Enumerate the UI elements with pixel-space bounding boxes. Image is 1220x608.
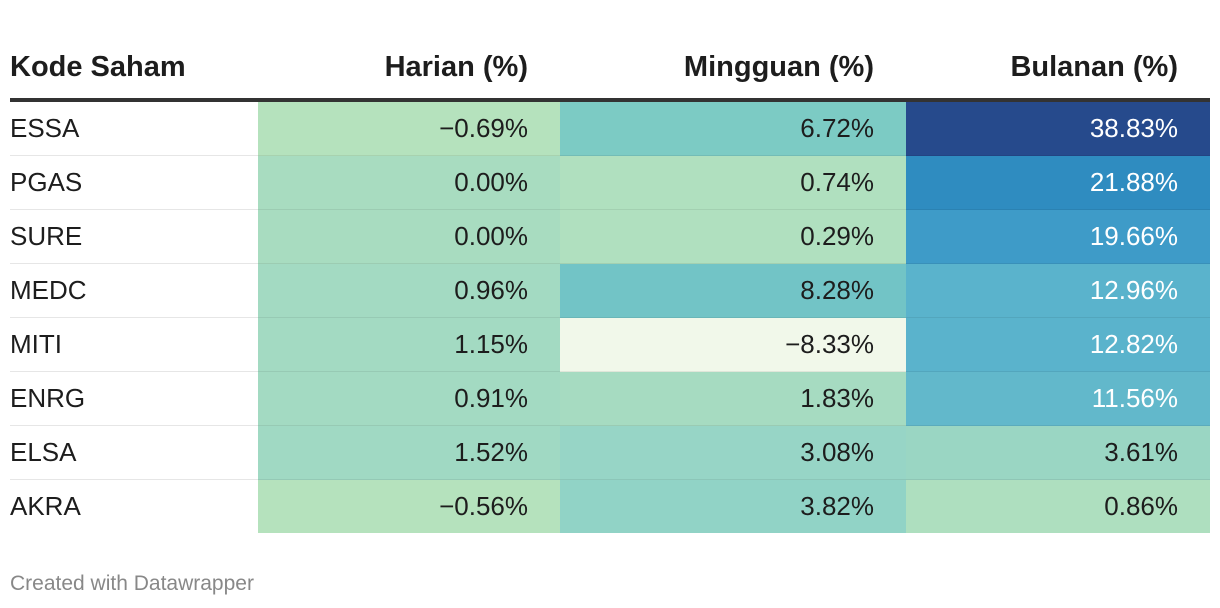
- mingguan-value-cell: 8.28%: [560, 263, 906, 318]
- table-row: PGAS 0.00% 0.74% 21.88%: [10, 155, 1210, 210]
- stock-code-cell: MEDC: [10, 263, 258, 318]
- stock-code-cell: SURE: [10, 209, 258, 264]
- mingguan-value-cell: 3.08%: [560, 425, 906, 480]
- stock-code-cell: ESSA: [10, 100, 258, 156]
- mingguan-value-cell: −8.33%: [560, 317, 906, 372]
- mingguan-value-cell: 1.83%: [560, 371, 906, 426]
- harian-value-cell: 1.15%: [258, 317, 560, 372]
- table-body: ESSA −0.69% 6.72% 38.83% PGAS 0.00% 0.74% 21.88…: [10, 100, 1210, 533]
- table-row: MITI 1.15% −8.33% 12.82%: [10, 317, 1210, 372]
- bulanan-value-cell: 11.56%: [906, 371, 1210, 426]
- mingguan-value-cell: 6.72%: [560, 100, 906, 156]
- mingguan-value-cell: 3.82%: [560, 479, 906, 533]
- table-row: SURE 0.00% 0.29% 19.66%: [10, 209, 1210, 264]
- harian-value-cell: −0.69%: [258, 100, 560, 156]
- stock-code-cell: MITI: [10, 317, 258, 372]
- harian-value-cell: 0.91%: [258, 371, 560, 426]
- datawrapper-credit: Created with Datawrapper: [10, 572, 254, 595]
- stock-code-cell: ELSA: [10, 425, 258, 480]
- bulanan-value-cell: 38.83%: [906, 100, 1210, 156]
- mingguan-value-cell: 0.29%: [560, 209, 906, 264]
- bulanan-value-cell: 3.61%: [906, 425, 1210, 480]
- harian-value-cell: 0.96%: [258, 263, 560, 318]
- table-row: MEDC 0.96% 8.28% 12.96%: [10, 263, 1210, 318]
- bulanan-value-cell: 21.88%: [906, 155, 1210, 210]
- column-header-bulanan[interactable]: Bulanan (%): [906, 36, 1210, 102]
- mingguan-value-cell: 0.74%: [560, 155, 906, 210]
- bulanan-value-cell: 0.86%: [906, 479, 1210, 533]
- table-row: ESSA −0.69% 6.72% 38.83%: [10, 100, 1210, 156]
- bulanan-value-cell: 19.66%: [906, 209, 1210, 264]
- stock-code-cell: PGAS: [10, 155, 258, 210]
- harian-value-cell: 0.00%: [258, 155, 560, 210]
- table-row: ENRG 0.91% 1.83% 11.56%: [10, 371, 1210, 426]
- stock-code-cell: ENRG: [10, 371, 258, 426]
- harian-value-cell: −0.56%: [258, 479, 560, 533]
- bulanan-value-cell: 12.96%: [906, 263, 1210, 318]
- stock-code-cell: AKRA: [10, 479, 258, 533]
- table-header-row: Kode Saham Harian (%) Mingguan (%) Bulan…: [10, 36, 1210, 102]
- table-row: AKRA −0.56% 3.82% 0.86%: [10, 479, 1210, 533]
- harian-value-cell: 1.52%: [258, 425, 560, 480]
- heatmap-table: Kode Saham Harian (%) Mingguan (%) Bulan…: [10, 36, 1210, 533]
- table-row: ELSA 1.52% 3.08% 3.61%: [10, 425, 1210, 480]
- column-header-harian[interactable]: Harian (%): [258, 36, 560, 102]
- column-header-kode-saham[interactable]: Kode Saham: [10, 36, 258, 102]
- harian-value-cell: 0.00%: [258, 209, 560, 264]
- bulanan-value-cell: 12.82%: [906, 317, 1210, 372]
- column-header-mingguan[interactable]: Mingguan (%): [560, 36, 906, 102]
- heatmap-table-container: Kode Saham Harian (%) Mingguan (%) Bulan…: [10, 36, 1210, 533]
